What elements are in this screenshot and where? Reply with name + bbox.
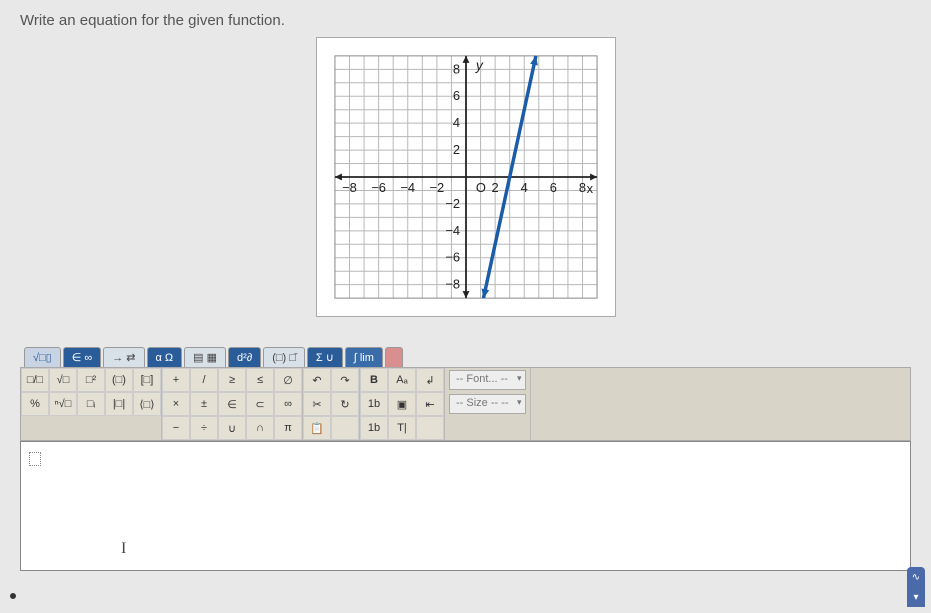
function-graph: −8 −6 −4 −2 2 4 6 8 −8 −6 −4 −2 2 4 6 8 Ox y xyxy=(316,37,616,317)
op-r3-1[interactable]: ÷ xyxy=(190,416,218,440)
fmt-r2-0[interactable]: 1b xyxy=(360,392,388,416)
fmt-r1-1[interactable]: Aₐ xyxy=(388,368,416,392)
svg-text:−2: −2 xyxy=(429,180,444,195)
toolbar-group-operators: +/≥≤∅ ×±∈⊂∞ −÷∪∩π xyxy=(162,368,303,440)
toolbar-group-dropdowns: -- Font... -- -- Size -- -- xyxy=(445,368,531,440)
op-r3-3[interactable]: ∩ xyxy=(246,416,274,440)
svg-text:−6: −6 xyxy=(445,250,460,265)
tpl-r2-3[interactable]: |□| xyxy=(105,392,133,416)
svg-text:8: 8 xyxy=(452,61,459,76)
tpl-r1-3[interactable]: (□) xyxy=(105,368,133,392)
op-r1-2[interactable]: ≥ xyxy=(218,368,246,392)
tpl-r2-1[interactable]: ⁿ√□ xyxy=(49,392,77,416)
edit-r2-0[interactable]: ✂ xyxy=(303,392,331,416)
input-placeholder-box xyxy=(29,452,41,466)
svg-text:y: y xyxy=(474,57,483,73)
tab-integral[interactable]: ∫ lim xyxy=(345,347,383,367)
side-handle[interactable]: ∿ ▾ xyxy=(907,567,925,607)
svg-text:−4: −4 xyxy=(400,180,415,195)
op-r3-4[interactable]: π xyxy=(274,416,302,440)
text-cursor: I xyxy=(121,540,126,558)
graph-container: −8 −6 −4 −2 2 4 6 8 −8 −6 −4 −2 2 4 6 8 Ox y xyxy=(20,37,911,317)
svg-text:6: 6 xyxy=(452,88,459,103)
tab-arrows[interactable]: → ⇄ xyxy=(103,347,144,367)
op-r2-0[interactable]: × xyxy=(162,392,190,416)
edit-r1-0[interactable]: ↶ xyxy=(303,368,331,392)
edit-r3-0[interactable]: 📋 xyxy=(303,416,331,440)
tpl-r2-0[interactable]: % xyxy=(21,392,49,416)
fmt-r3-0[interactable]: 1b xyxy=(360,416,388,440)
size-dropdown[interactable]: -- Size -- -- xyxy=(449,394,526,414)
tab-greek[interactable]: α Ω xyxy=(147,347,183,367)
op-r2-2[interactable]: ∈ xyxy=(218,392,246,416)
svg-text:−8: −8 xyxy=(445,277,460,292)
op-r3-2[interactable]: ∪ xyxy=(218,416,246,440)
tpl-r1-2[interactable]: □² xyxy=(77,368,105,392)
question-text: Write an equation for the given function… xyxy=(20,12,911,29)
tab-matrix[interactable]: ▤ ▦ xyxy=(184,347,226,367)
svg-text:2: 2 xyxy=(452,142,459,157)
tab-blank[interactable] xyxy=(385,347,403,367)
svg-text:4: 4 xyxy=(452,115,459,130)
op-r3-0[interactable]: − xyxy=(162,416,190,440)
op-r1-0[interactable]: + xyxy=(162,368,190,392)
toolbar-group-edit: ↶↷✂↻📋 xyxy=(303,368,360,440)
svg-text:8: 8 xyxy=(578,180,585,195)
toolbar-group-format: BAₐ↲ 1b▣⇤ 1bT| xyxy=(360,368,445,440)
handle-glyph-2: ▾ xyxy=(913,592,918,603)
svg-text:−8: −8 xyxy=(342,180,357,195)
tab-calc[interactable]: d²∂ xyxy=(228,347,261,367)
svg-text:4: 4 xyxy=(520,180,527,195)
svg-text:x: x xyxy=(586,181,593,196)
tab-sigma[interactable]: Σ ∪ xyxy=(307,347,343,367)
tpl-r1-4[interactable]: [□] xyxy=(133,368,161,392)
op-r1-4[interactable]: ∅ xyxy=(274,368,302,392)
svg-text:−2: −2 xyxy=(445,196,460,211)
toolbar-group-templates: □/□√□□²(□)[□]%ⁿ√□□ᵢ|□|⟨□⟩ xyxy=(21,368,162,440)
op-r2-1[interactable]: ± xyxy=(190,392,218,416)
tpl-r1-1[interactable]: √□ xyxy=(49,368,77,392)
edit-r2-1[interactable]: ↻ xyxy=(331,392,359,416)
fmt-r3-2[interactable] xyxy=(416,416,444,440)
tab-group[interactable]: (□) □̄ xyxy=(263,347,305,367)
svg-text:O: O xyxy=(475,180,485,195)
tpl-r2-2[interactable]: □ᵢ xyxy=(77,392,105,416)
fmt-r2-2[interactable]: ⇤ xyxy=(416,392,444,416)
op-r2-3[interactable]: ⊂ xyxy=(246,392,274,416)
editor-tabs: √□▯∈ ∞→ ⇄α Ω▤ ▦d²∂(□) □̄Σ ∪∫ lim xyxy=(20,347,911,367)
op-r1-3[interactable]: ≤ xyxy=(246,368,274,392)
font-dropdown[interactable]: -- Font... -- xyxy=(449,370,526,390)
fmt-r1-2[interactable]: ↲ xyxy=(416,368,444,392)
svg-text:6: 6 xyxy=(549,180,556,195)
equation-input[interactable]: I xyxy=(20,441,911,571)
edit-r1-1[interactable]: ↷ xyxy=(331,368,359,392)
tab-set[interactable]: ∈ ∞ xyxy=(63,347,101,367)
equation-editor: √□▯∈ ∞→ ⇄α Ω▤ ▦d²∂(□) □̄Σ ∪∫ lim □/□√□□²… xyxy=(20,347,911,571)
op-r1-1[interactable]: / xyxy=(190,368,218,392)
tpl-r1-0[interactable]: □/□ xyxy=(21,368,49,392)
handle-glyph-1: ∿ xyxy=(912,572,920,583)
svg-text:−6: −6 xyxy=(371,180,386,195)
svg-text:2: 2 xyxy=(491,180,498,195)
svg-text:−4: −4 xyxy=(445,223,460,238)
editor-toolbar: □/□√□□²(□)[□]%ⁿ√□□ᵢ|□|⟨□⟩ +/≥≤∅ ×±∈⊂∞ −÷∪∩… xyxy=(20,367,911,441)
edit-r3-1[interactable] xyxy=(331,416,359,440)
corner-dot xyxy=(10,593,16,599)
fmt-r3-1[interactable]: T| xyxy=(388,416,416,440)
tpl-r2-4[interactable]: ⟨□⟩ xyxy=(133,392,161,416)
fmt-r2-1[interactable]: ▣ xyxy=(388,392,416,416)
fmt-r1-0[interactable]: B xyxy=(360,368,388,392)
op-r2-4[interactable]: ∞ xyxy=(274,392,302,416)
tab-root[interactable]: √□▯ xyxy=(24,347,61,367)
